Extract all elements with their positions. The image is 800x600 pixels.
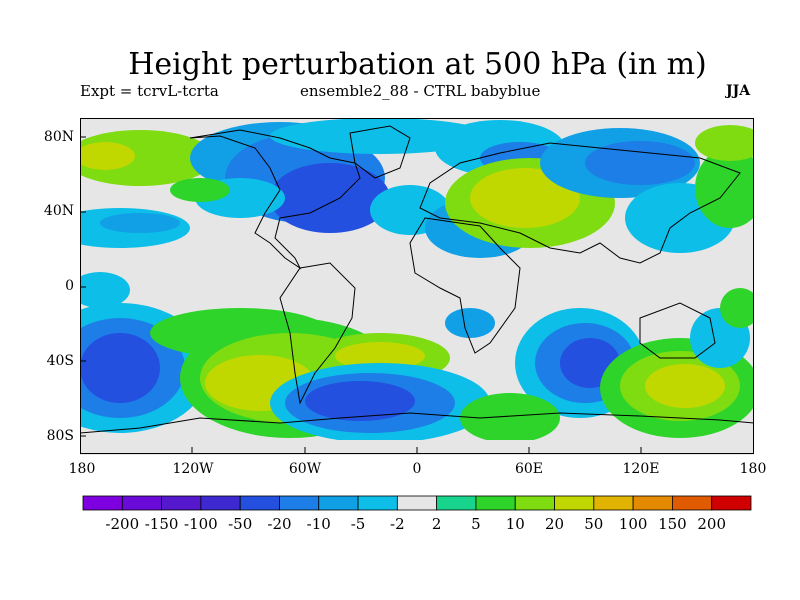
axis-ticks (80, 136, 642, 453)
colorbar-label: 2 (431, 515, 442, 533)
colorbar-swatch (239, 495, 280, 511)
colorbar-label: 50 (584, 515, 604, 533)
colorbar-swatch (200, 495, 241, 511)
colorbar-label: -100 (184, 515, 218, 533)
colorbar-label: -150 (144, 515, 179, 533)
colorbar-label: -10 (306, 515, 331, 533)
lat-label-0: 0 (65, 278, 74, 294)
colorbar-label: -5 (350, 515, 366, 533)
colorbar-swatch (475, 495, 516, 511)
colorbar-label: 20 (544, 515, 565, 533)
colorbar-swatch (82, 495, 123, 511)
colorbar-swatch (279, 495, 320, 511)
colorbar-swatch (436, 495, 477, 511)
colorbar-swatch (121, 495, 162, 511)
ensemble-label: ensemble2_88 - CTRL babyblue (300, 82, 541, 100)
colorbar-swatch (593, 495, 634, 511)
experiment-label: Expt = tcrvL-tcrta (80, 82, 219, 100)
colorbar-label: -50 (228, 515, 253, 533)
lon-label-0: 0 (412, 461, 422, 477)
season-label: JJA (726, 83, 751, 99)
colorbar-swatch (554, 495, 595, 511)
coastlines (80, 125, 754, 434)
colorbar-label: 5 (471, 515, 481, 533)
lon-label-120e: 120E (622, 461, 660, 477)
colorbar-label: -20 (267, 515, 292, 533)
colorbar-swatch (632, 495, 673, 511)
colorbar-label: 10 (505, 515, 525, 533)
contour-fills (80, 118, 754, 455)
lat-label-80n: 80N (43, 129, 74, 145)
colorbar-swatch (514, 495, 555, 511)
map-frame (80, 118, 754, 454)
contour-map (80, 118, 754, 455)
colorbar-swatch (357, 495, 398, 511)
lon-label-60e: 60E (514, 461, 544, 477)
colorbar-label: -200 (105, 515, 140, 533)
lat-label-40n: 40N (43, 203, 74, 219)
colorbar-swatch (318, 495, 359, 511)
colorbar-swatch (161, 495, 202, 511)
colorbar-label: 200 (697, 515, 727, 533)
colorbar-label: 100 (618, 515, 648, 533)
lon-label-180e: 180 (739, 461, 767, 477)
lat-label-80s: 80S (46, 428, 74, 444)
lat-label-40s: 40S (46, 353, 74, 369)
colorbar-label: 150 (658, 515, 687, 533)
lon-label-60w: 60W (288, 461, 322, 477)
lon-label-120w: 120W (172, 461, 214, 477)
colorbar-swatch (396, 495, 438, 511)
map-title: Height perturbation at 500 hPa (in m) (128, 47, 707, 82)
colorbar-swatch (711, 495, 752, 511)
colorbar-label: -2 (390, 515, 405, 533)
colorbar (82, 495, 752, 511)
lon-label-180w: 180 (68, 461, 96, 477)
colorbar-swatch (672, 495, 713, 511)
